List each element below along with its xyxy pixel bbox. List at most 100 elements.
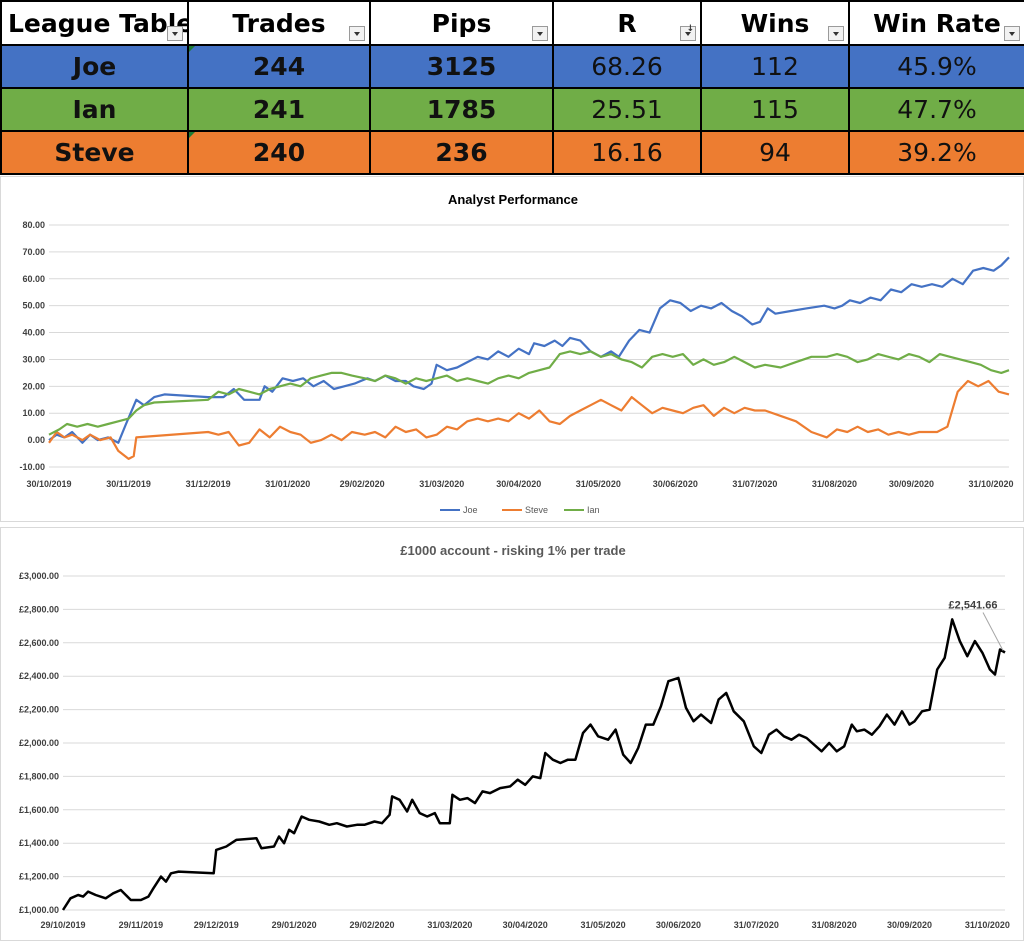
y-tick-label: 30.00	[22, 354, 45, 364]
x-tick-label: 31/08/2020	[812, 479, 857, 489]
x-tick-label: 31/10/2020	[969, 479, 1014, 489]
trades-value: 240	[252, 138, 306, 167]
filter-dropdown-icon[interactable]	[167, 26, 183, 41]
y-tick-label: £2,200.00	[19, 705, 59, 715]
x-tick-label: 30/06/2020	[653, 479, 698, 489]
pips-cell[interactable]: 236	[369, 130, 554, 175]
analyst-performance-chart: Analyst Performance -10.00 0.00 10.00 20.00 3…	[19, 192, 1014, 515]
x-tick-label: 31/08/2020	[812, 920, 857, 930]
x-tick-label: 31/05/2020	[576, 479, 621, 489]
x-tick-label: 30/06/2020	[656, 920, 701, 930]
filter-dropdown-icon[interactable]	[349, 26, 365, 41]
x-tick-label: 31/03/2020	[419, 479, 464, 489]
x-tick-label: 29/10/2019	[40, 920, 85, 930]
y-tick-label: 20.00	[22, 381, 45, 391]
wins-cell[interactable]: 94	[700, 130, 850, 175]
y-tick-label: 0.00	[27, 435, 45, 445]
x-tick-label: 30/09/2020	[889, 479, 934, 489]
pips-cell[interactable]: 1785	[369, 87, 554, 132]
y-tick-label: £3,000.00	[19, 571, 59, 581]
header-league-table: League Table	[0, 0, 189, 46]
x-tick-label: 29/02/2020	[340, 479, 385, 489]
table-row: Joe 244 3125 68.26 112 45.9%	[0, 44, 1024, 89]
header-win-rate: Win Rate	[848, 0, 1024, 46]
win-rate-cell[interactable]: 39.2%	[848, 130, 1024, 175]
chart-title: £1000 account - risking 1% per trade	[400, 543, 625, 558]
x-tick-label: 31/12/2019	[186, 479, 231, 489]
x-tick-label: 29/01/2020	[272, 920, 317, 930]
analyst-name-cell[interactable]: Joe	[0, 44, 189, 89]
header-win-rate-label: Win Rate	[873, 8, 1001, 38]
win-rate-cell[interactable]: 45.9%	[848, 44, 1024, 89]
y-tick-label: 60.00	[22, 274, 45, 284]
header-wins-label: Wins	[740, 8, 810, 38]
x-tick-label: 31/03/2020	[427, 920, 472, 930]
x-tick-label: 31/07/2020	[734, 920, 779, 930]
x-tick-label: 31/05/2020	[581, 920, 626, 930]
y-tick-label: 10.00	[22, 408, 45, 418]
legend-label: Steve	[525, 505, 548, 515]
account-balance-chart: £1000 account - risking 1% per trade £1,0…	[19, 543, 1010, 930]
pips-cell[interactable]: 3125	[369, 44, 554, 89]
header-league-table-label: League Table	[8, 8, 188, 38]
sort-descending-icon[interactable]	[680, 24, 696, 41]
account-balance-chart-area[interactable]: £1000 account - risking 1% per trade £1,0…	[0, 527, 1024, 941]
filter-dropdown-icon[interactable]	[828, 26, 844, 41]
error-indicator-icon	[189, 46, 195, 52]
analyst-performance-chart-area[interactable]: Analyst Performance -10.00 0.00 10.00 20.00 3…	[0, 176, 1024, 522]
y-tick-label: £1,000.00	[19, 905, 59, 915]
analyst-name-cell[interactable]: Ian	[0, 87, 189, 132]
x-tick-label: 30/04/2020	[496, 479, 541, 489]
trades-cell[interactable]: 240	[187, 130, 371, 175]
r-cell[interactable]: 16.16	[552, 130, 702, 175]
y-tick-label: £1,400.00	[19, 838, 59, 848]
x-tick-label: 30/11/2019	[106, 479, 151, 489]
r-cell[interactable]: 25.51	[552, 87, 702, 132]
table-row: Steve 240 236 16.16 94 39.2%	[0, 130, 1024, 175]
x-tick-label: 31/07/2020	[732, 479, 777, 489]
y-tick-label: 80.00	[22, 220, 45, 230]
r-cell[interactable]: 68.26	[552, 44, 702, 89]
x-tick-label: 31/01/2020	[265, 479, 310, 489]
error-indicator-icon	[189, 132, 195, 138]
league-table-header-row: League Table Trades Pips R Wins Win Rate	[0, 0, 1024, 46]
trades-cell[interactable]: 241	[187, 87, 371, 132]
y-tick-label: 70.00	[22, 247, 45, 257]
y-tick-label: 50.00	[22, 301, 45, 311]
filter-dropdown-icon[interactable]	[1004, 26, 1020, 41]
y-tick-label: £2,600.00	[19, 638, 59, 648]
header-wins: Wins	[700, 0, 850, 46]
y-tick-label: £2,000.00	[19, 738, 59, 748]
legend-label: Joe	[463, 505, 478, 515]
trades-value: 244	[252, 52, 306, 81]
y-tick-label: £1,200.00	[19, 872, 59, 882]
x-tick-label: 29/02/2020	[349, 920, 394, 930]
y-tick-label: £2,400.00	[19, 671, 59, 681]
x-tick-label: 30/10/2019	[26, 479, 71, 489]
filter-dropdown-icon[interactable]	[532, 26, 548, 41]
league-table: League Table Trades Pips R Wins Win Rate…	[0, 0, 1024, 175]
wins-cell[interactable]: 112	[700, 44, 850, 89]
header-r: R	[552, 0, 702, 46]
series-line-joe	[48, 256, 1010, 444]
series-line-balance	[61, 618, 1006, 911]
legend-label: Ian	[587, 505, 600, 515]
y-tick-label: £1,600.00	[19, 805, 59, 815]
series-line-ian	[48, 350, 1010, 436]
analyst-name-cell[interactable]: Steve	[0, 130, 189, 175]
win-rate-cell[interactable]: 47.7%	[848, 87, 1024, 132]
trades-cell[interactable]: 244	[187, 44, 371, 89]
series-line-steve	[48, 379, 1010, 460]
data-callout-label: £2,541.66	[949, 600, 998, 612]
chart-title: Analyst Performance	[448, 192, 578, 207]
header-pips: Pips	[369, 0, 554, 46]
header-trades: Trades	[187, 0, 371, 46]
wins-cell[interactable]: 115	[700, 87, 850, 132]
y-tick-label: £2,800.00	[19, 604, 59, 614]
header-trades-label: Trades	[232, 8, 326, 38]
header-pips-label: Pips	[431, 8, 492, 38]
y-tick-label: -10.00	[19, 462, 45, 472]
x-tick-label: 31/10/2020	[965, 920, 1010, 930]
data-callout-leader	[982, 612, 1004, 651]
x-tick-label: 29/11/2019	[119, 920, 164, 930]
